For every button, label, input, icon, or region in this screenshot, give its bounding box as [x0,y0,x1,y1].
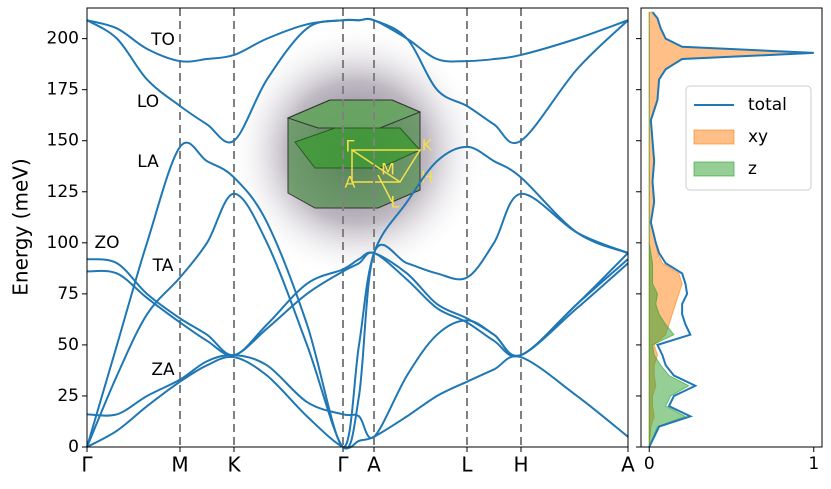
x-tick-label: Γ [337,453,349,477]
inset-label: K [422,136,433,155]
inset-label: Γ [346,137,355,156]
y-tick-label: 25 [57,386,79,406]
dos-plot [648,11,814,447]
band-label: TA [152,256,174,276]
y-tick-label: 75 [57,284,79,304]
inset-label: M [381,160,395,179]
y-tick-label: 125 [47,182,79,202]
x-tick-label: A [621,453,635,477]
x-tick-label: K [227,453,241,477]
y-tick-label: 150 [47,131,79,151]
path-lines [351,148,422,184]
inset-label: A [345,173,356,192]
inset-label: L [391,193,400,212]
y-tick-label: 200 [47,29,79,49]
prism-top [286,99,422,129]
band-label: TO [150,30,175,50]
axes-frame [86,7,629,448]
dos-line [648,11,814,447]
x-tick-label: H [513,453,528,477]
inset-label: H [421,168,433,187]
band-label: LO [137,92,159,112]
y-axis-label: Energy (meV) [9,158,33,295]
band-line [86,192,629,450]
x-tick-label: L [461,453,473,477]
x-tick-label: A [367,453,381,477]
x-tick-label: Γ [81,453,93,477]
band-label: LA [137,152,159,172]
band-line [86,17,629,63]
band-line [86,355,629,450]
band-label: ZO [94,233,119,253]
band-label: ZA [151,360,175,380]
y-tick-label: 100 [47,233,79,253]
legend-swatch [693,161,735,177]
dos-area [648,12,690,447]
y-tick-label: 0 [68,437,79,457]
band-line [86,251,629,358]
x-tick-label: 1 [808,454,819,474]
x-tick-label: M [171,453,188,477]
y-tick-label: 175 [47,80,79,100]
legend-label: z [748,159,757,179]
legend: total xy z [685,85,812,191]
legend-label: total [748,95,787,115]
legend-swatch [693,129,735,145]
band-line [86,251,629,357]
brillouin-zone-inset: Γ K M H A L [229,24,485,280]
path-line [377,174,393,203]
x-tick-label: 0 [644,454,655,474]
axes-frame [640,7,823,448]
legend-label: xy [748,127,768,147]
y-tick-label: 50 [57,335,79,355]
